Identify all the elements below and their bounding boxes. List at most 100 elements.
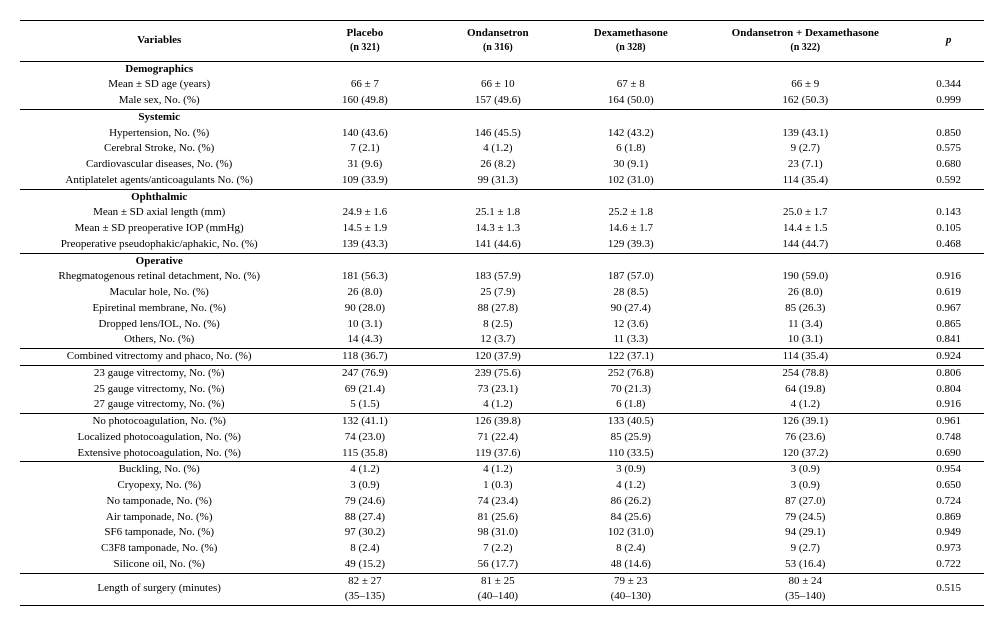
cell <box>431 189 564 205</box>
section-title-row: Systemic <box>20 109 984 125</box>
cell: 8 (2.4) <box>298 541 431 557</box>
section-title-row: Operative <box>20 253 984 269</box>
cell: Cerebral Stroke, No. (%) <box>20 141 298 157</box>
cell: 0.680 <box>913 157 984 173</box>
table-row: Mean ± SD preoperative IOP (mmHg)14.5 ± … <box>20 221 984 237</box>
cell: 71 (22.4) <box>431 430 564 446</box>
cell: 3 (0.9) <box>298 478 431 494</box>
table-row: Mean ± SD age (years)66 ± 766 ± 1067 ± 8… <box>20 77 984 93</box>
cell: 0.806 <box>913 365 984 381</box>
cell: 0.748 <box>913 430 984 446</box>
cell: 31 (9.6) <box>298 157 431 173</box>
cell: 25.2 ± 1.8 <box>564 205 697 221</box>
cell <box>697 189 913 205</box>
table-row: Cardiovascular diseases, No. (%)31 (9.6)… <box>20 157 984 173</box>
cell: Length of surgery (minutes) <box>20 573 298 606</box>
cell: Systemic <box>20 109 298 125</box>
table-row: Others, No. (%)14 (4.3)12 (3.7)11 (3.3)1… <box>20 332 984 348</box>
cell: 79 (24.5) <box>697 510 913 526</box>
cell: Silicone oil, No. (%) <box>20 557 298 573</box>
cell: 10 (3.1) <box>298 317 431 333</box>
cell: 120 (37.2) <box>697 446 913 462</box>
cell: 120 (37.9) <box>431 349 564 365</box>
cell: 0.344 <box>913 77 984 93</box>
cell: Antiplatelet agents/anticoagulants No. (… <box>20 173 298 189</box>
cell: 25.1 ± 1.8 <box>431 205 564 221</box>
header-placebo-label: Placebo <box>347 27 384 39</box>
cell: 26 (8.0) <box>298 285 431 301</box>
cell: 0.143 <box>913 205 984 221</box>
cell <box>564 253 697 269</box>
cell: 14.6 ± 1.7 <box>564 221 697 237</box>
cell <box>298 109 431 125</box>
cell: 90 (27.4) <box>564 301 697 317</box>
cell: 0.468 <box>913 237 984 253</box>
table-row: Antiplatelet agents/anticoagulants No. (… <box>20 173 984 189</box>
cell: 86 (26.2) <box>564 494 697 510</box>
header-combo-n: (n 322) <box>790 42 820 53</box>
cell: 0.850 <box>913 126 984 142</box>
cell: 133 (40.5) <box>564 414 697 430</box>
cell: 73 (23.1) <box>431 382 564 398</box>
table-row: No tamponade, No. (%)79 (24.6)74 (23.4)8… <box>20 494 984 510</box>
cell: 28 (8.5) <box>564 285 697 301</box>
cell: 139 (43.3) <box>298 237 431 253</box>
table-row: Combined vitrectomy and phaco, No. (%)11… <box>20 349 984 365</box>
table-row: Mean ± SD axial length (mm)24.9 ± 1.625.… <box>20 205 984 221</box>
cell: 4 (1.2) <box>298 462 431 478</box>
cell: 0.105 <box>913 221 984 237</box>
cell <box>431 61 564 77</box>
table-row: 25 gauge vitrectomy, No. (%)69 (21.4)73 … <box>20 382 984 398</box>
cell: 0.973 <box>913 541 984 557</box>
cell: 0.575 <box>913 141 984 157</box>
cell: 6 (1.8) <box>564 397 697 413</box>
cell: 11 (3.4) <box>697 317 913 333</box>
cell: 139 (43.1) <box>697 126 913 142</box>
cell: 146 (45.5) <box>431 126 564 142</box>
clinical-data-table: Variables Placebo (n 321) Ondansetron (n… <box>20 20 984 606</box>
cell: 0.961 <box>913 414 984 430</box>
cell: 0.869 <box>913 510 984 526</box>
cell <box>697 109 913 125</box>
cell <box>298 61 431 77</box>
cell: 67 ± 8 <box>564 77 697 93</box>
cell: 0.954 <box>913 462 984 478</box>
cell: 14.4 ± 1.5 <box>697 221 913 237</box>
table-row: Hypertension, No. (%)140 (43.6)146 (45.5… <box>20 126 984 142</box>
cell: 30 (9.1) <box>564 157 697 173</box>
table-row: Cerebral Stroke, No. (%)7 (2.1)4 (1.2)6 … <box>20 141 984 157</box>
cell: 94 (29.1) <box>697 525 913 541</box>
cell: 157 (49.6) <box>431 93 564 109</box>
cell: No photocoagulation, No. (%) <box>20 414 298 430</box>
cell: 88 (27.4) <box>298 510 431 526</box>
cell: 4 (1.2) <box>431 141 564 157</box>
cell: 14 (4.3) <box>298 332 431 348</box>
cell: 80 ± 24 <box>697 573 913 589</box>
cell: Mean ± SD age (years) <box>20 77 298 93</box>
cell: 0.592 <box>913 173 984 189</box>
cell: 26 (8.0) <box>697 285 913 301</box>
cell: 70 (21.3) <box>564 382 697 398</box>
cell: 25.0 ± 1.7 <box>697 205 913 221</box>
table-row: Air tamponade, No. (%)88 (27.4)81 (25.6)… <box>20 510 984 526</box>
cell: Mean ± SD axial length (mm) <box>20 205 298 221</box>
cell: 10 (3.1) <box>697 332 913 348</box>
cell: 132 (41.1) <box>298 414 431 430</box>
surgery-row: Length of surgery (minutes)82 ± 2781 ± 2… <box>20 573 984 589</box>
cell: 181 (56.3) <box>298 269 431 285</box>
cell: Cardiovascular diseases, No. (%) <box>20 157 298 173</box>
cell: 79 (24.6) <box>298 494 431 510</box>
cell: 12 (3.7) <box>431 332 564 348</box>
cell: 247 (76.9) <box>298 365 431 381</box>
cell: 24.9 ± 1.6 <box>298 205 431 221</box>
cell: 14.5 ± 1.9 <box>298 221 431 237</box>
cell: Cryopexy, No. (%) <box>20 478 298 494</box>
table-row: Dropped lens/IOL, No. (%)10 (3.1)8 (2.5)… <box>20 317 984 333</box>
cell: 4 (1.2) <box>431 397 564 413</box>
cell: 0.999 <box>913 93 984 109</box>
cell: Combined vitrectomy and phaco, No. (%) <box>20 349 298 365</box>
header-dexamethasone-n: (n 328) <box>616 42 646 53</box>
cell: 25 gauge vitrectomy, No. (%) <box>20 382 298 398</box>
cell <box>431 253 564 269</box>
cell: 82 ± 27 <box>298 573 431 589</box>
